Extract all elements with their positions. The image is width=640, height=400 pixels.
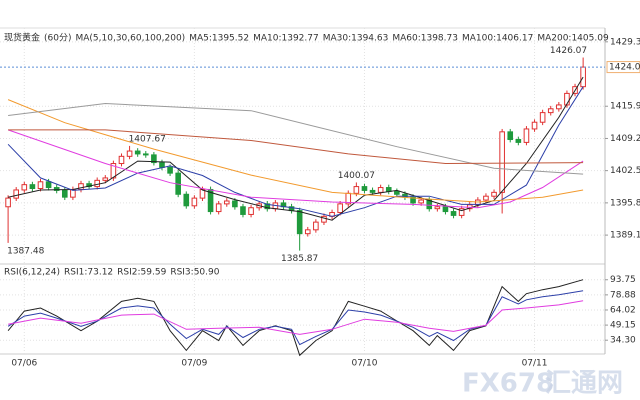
legend-entry: MA60:1398.73 [392, 34, 458, 44]
candle-body [159, 162, 165, 168]
candle-body [151, 154, 157, 164]
candle-body [321, 215, 327, 223]
candle-body [313, 221, 319, 231]
current-price-label: 1424.08 [609, 63, 640, 73]
candle-body [110, 163, 117, 179]
y-tick-label: 1415.93 [610, 102, 640, 112]
candle-body [515, 139, 522, 143]
low-annotation: 1385.87 [281, 254, 318, 264]
legend-entry: MA10:1392.77 [253, 34, 319, 44]
candle-body [102, 177, 109, 181]
candle-body [191, 197, 198, 207]
candle-body [450, 211, 457, 216]
candle-body [37, 181, 44, 190]
candle-body [337, 203, 343, 214]
legend-entry: RSI1:73.12 [64, 268, 113, 278]
legend-entry: MA(5,10,30,60,100,200) [76, 34, 186, 44]
watermark: FX678 [462, 369, 554, 399]
candle-body [167, 166, 173, 174]
x-tick-label: 07/06 [11, 359, 37, 369]
indicator-line [7, 129, 584, 209]
candle-body [523, 128, 530, 143]
candle-body [13, 189, 19, 199]
candle-body [531, 121, 538, 130]
legend-entry: RSI3:50.90 [170, 268, 219, 278]
candle-body [45, 181, 52, 189]
candle-body [483, 195, 489, 201]
price-tag-box [606, 61, 640, 74]
indicator-line [8, 300, 584, 335]
candle-body [442, 206, 449, 213]
candle-body [118, 155, 125, 165]
candle-body [361, 186, 368, 191]
y-tick-label: 1395.81 [610, 198, 640, 208]
candle-body [410, 196, 416, 204]
legend-entry: (60分) [44, 33, 71, 44]
indicator-line [8, 102, 584, 175]
high-annotation: 1407.67 [129, 134, 166, 144]
candle-body [394, 190, 400, 195]
legend-entry: RSI2:59.59 [117, 268, 166, 278]
x-tick-label: 07/10 [351, 359, 377, 369]
candle-body [5, 197, 11, 208]
candle-body [353, 186, 360, 194]
y-tick-label: 1402.52 [610, 166, 640, 176]
candle-body [29, 184, 36, 190]
candle-body [499, 131, 505, 193]
watermark: 汇通网 [545, 369, 623, 399]
candle-body [539, 112, 546, 123]
candle-body [556, 104, 562, 110]
candle-body [434, 206, 441, 210]
candle-body [377, 187, 384, 193]
candle-body [61, 189, 68, 198]
x-tick-label: 07/09 [181, 359, 207, 369]
candle-body [53, 187, 60, 191]
candle-body [232, 200, 238, 208]
y-tick-label: 1389.10 [610, 231, 640, 241]
x-tick-label: 07/11 [522, 359, 548, 369]
legend-entry: MA100:1406.17 [462, 34, 533, 44]
candle-body [126, 150, 133, 157]
candle-body [94, 179, 100, 188]
candle-body [223, 200, 230, 205]
indicator-line [8, 129, 584, 165]
candle-body [304, 229, 311, 235]
y-tick-label: 1409.22 [610, 134, 640, 144]
candle-body [491, 191, 497, 197]
y-tick-label: 93.75 [610, 275, 636, 285]
legend-entry: MA30:1394.63 [323, 34, 389, 44]
candle-body [142, 153, 149, 156]
candle-body [547, 108, 554, 114]
y-tick-label: 34.30 [610, 336, 636, 346]
candle-body [240, 206, 246, 215]
candle-body [507, 131, 514, 141]
candle-body [418, 199, 424, 204]
candle-body [458, 208, 465, 216]
candle-body [580, 66, 586, 88]
legend-entry: 现货黄金 [4, 32, 40, 44]
candle-body [21, 184, 28, 191]
legend-entry: RSI(6,12,24) [4, 268, 60, 278]
candle-body [215, 203, 222, 213]
candle-body [385, 187, 392, 192]
candle-body [369, 189, 376, 193]
y-tick-label: 1429.34 [610, 37, 640, 47]
legend-entry: MA5:1395.52 [189, 34, 249, 44]
candle-body [134, 150, 141, 155]
high-annotation: 1426.07 [550, 46, 587, 56]
y-tick-label: 64.02 [610, 305, 636, 315]
y-tick-label: 78.88 [610, 290, 636, 300]
y-tick-label: 49.15 [610, 321, 636, 331]
low-annotation: 1387.48 [7, 246, 44, 256]
candle-body [183, 193, 190, 207]
high-annotation: 1400.07 [338, 171, 375, 181]
candle-body [296, 210, 303, 235]
indicator-line [7, 99, 584, 203]
legend-entry: MA200:1405.09 [537, 34, 609, 44]
candle-body [248, 207, 254, 215]
